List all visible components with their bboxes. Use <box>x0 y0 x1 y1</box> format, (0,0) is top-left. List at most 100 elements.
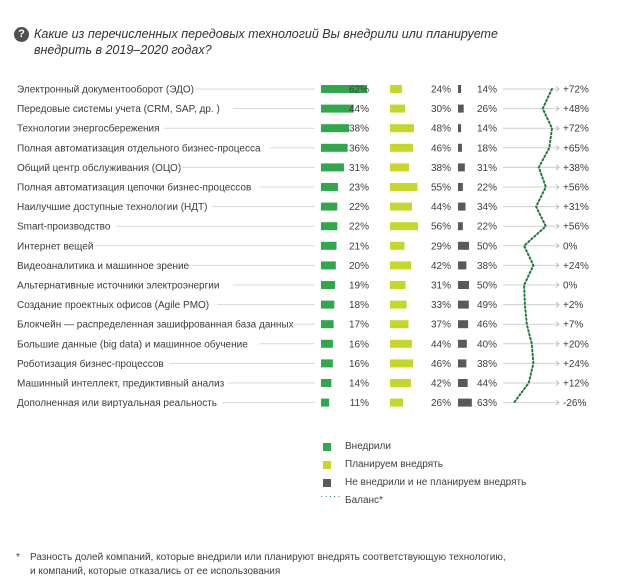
data-label: 22% <box>477 183 497 194</box>
data-label: 49% <box>477 300 497 311</box>
data-label: 50% <box>477 241 497 252</box>
balance-label: +24% <box>563 359 589 370</box>
data-label: 23% <box>349 183 369 194</box>
bar-segment <box>321 339 333 348</box>
bar-segment <box>390 163 409 172</box>
data-label: 14% <box>477 124 497 135</box>
balance-label: +65% <box>563 143 589 154</box>
bar-segment <box>321 379 332 387</box>
balance-arrow-head <box>555 282 560 288</box>
data-label: 36% <box>349 143 369 154</box>
balance-arrow-head <box>555 125 560 132</box>
data-label: 22% <box>477 222 497 233</box>
category-label: Большие данные (big data) и машинное обу… <box>17 338 248 350</box>
bar-segment <box>321 300 335 309</box>
bar-segment <box>390 320 409 329</box>
bar-segment <box>458 85 462 93</box>
data-label: 44% <box>349 104 369 115</box>
balance-arrow-head <box>555 105 560 112</box>
data-label: 42% <box>431 379 451 390</box>
category-label: Роботизация бизнес-процессов <box>17 358 164 370</box>
bar-segment <box>390 104 405 113</box>
bar-segment <box>321 124 350 133</box>
data-label: 38% <box>477 359 497 370</box>
bar-segment <box>321 359 333 368</box>
bar-segment <box>458 300 469 309</box>
balance-label: +56% <box>563 183 589 194</box>
data-label: 29% <box>431 241 451 252</box>
balance-arrow-head <box>555 360 560 367</box>
balance-arrow-head <box>555 262 560 269</box>
data-label: 38% <box>431 163 451 174</box>
legend-swatch-planned <box>323 461 331 469</box>
bar-segment <box>458 398 472 407</box>
balance-arrow-head <box>555 184 560 190</box>
data-label: 37% <box>431 320 451 331</box>
balance-label: +56% <box>563 222 589 233</box>
bar-segment <box>321 202 338 211</box>
data-label: 46% <box>477 320 497 331</box>
legend-label-planned: Планируем внедрять <box>345 459 443 470</box>
data-label: 11% <box>350 398 369 409</box>
bar-segment <box>458 339 467 348</box>
data-label: 26% <box>431 398 451 409</box>
data-label: 46% <box>431 143 451 154</box>
bar-segment <box>390 261 411 270</box>
bar-segment <box>458 261 467 270</box>
balance-label: +31% <box>563 202 589 213</box>
data-label: 44% <box>431 202 451 213</box>
data-label: 48% <box>431 124 451 135</box>
bar-segment <box>458 202 466 211</box>
data-label: 33% <box>431 300 451 311</box>
bar-segment <box>390 124 414 133</box>
data-label: 18% <box>349 300 369 311</box>
bar-segment <box>321 241 337 250</box>
balance-arrow-head <box>555 340 560 347</box>
data-label: 24% <box>431 85 451 96</box>
category-label: Видеоаналитика и машинное зрение <box>17 261 190 272</box>
category-label: Блокчейн — распределенная зашифрованная … <box>17 319 294 331</box>
bar-segment <box>321 104 354 113</box>
data-label: 18% <box>477 143 497 154</box>
balance-label: +12% <box>563 379 589 390</box>
bar-segment <box>390 379 411 387</box>
category-label: Альтернативные источники электроэнергии <box>17 281 219 292</box>
data-label: 21% <box>349 241 369 252</box>
bar-segment <box>458 281 469 289</box>
category-label: Создание проектных офисов (Agile PMO) <box>17 299 209 311</box>
balance-label: +72% <box>563 124 589 135</box>
category-label: Полная автоматизация отдельного бизнес-п… <box>17 142 261 154</box>
data-label: 22% <box>349 222 369 233</box>
category-label: Интернет вещей <box>17 241 93 252</box>
data-label: 34% <box>477 202 497 213</box>
category-label: Полная автоматизация цепочки бизнес-проц… <box>17 182 251 194</box>
data-label: 17% <box>349 320 369 331</box>
data-label: 44% <box>431 339 451 350</box>
category-label: Технологии энергосбережения <box>17 123 160 135</box>
bar-segment <box>390 85 402 93</box>
data-label: 20% <box>349 261 369 272</box>
bar-segment <box>458 104 464 113</box>
footnote-line-2: и компаний, которые отказались от ее исп… <box>30 566 281 577</box>
balance-arrow-head <box>555 301 560 308</box>
legend-label-balance: Баланс* <box>345 495 383 506</box>
data-label: 14% <box>477 85 497 96</box>
category-label: Дополненная или виртуальная реальность <box>17 398 217 409</box>
balance-label: +38% <box>563 163 589 174</box>
category-label: Электронный документооборот (ЭДО) <box>17 84 194 96</box>
bar-segment <box>458 379 468 387</box>
data-label: 50% <box>477 281 497 292</box>
balance-arrow-head <box>555 399 560 406</box>
bar-segment <box>390 241 405 250</box>
category-label: Наилучшие доступные технологии (НДТ) <box>17 202 207 213</box>
legend-swatch-implemented <box>323 443 331 451</box>
data-label: 22% <box>349 202 369 213</box>
legend-label-implemented: Внедрили <box>345 441 391 452</box>
bar-segment <box>390 281 406 289</box>
data-label: 56% <box>431 222 451 233</box>
bar-segment <box>390 143 413 152</box>
data-label: 16% <box>349 339 369 350</box>
bar-segment <box>321 281 336 289</box>
legend-label-not-planned: Не внедрили и не планируем внедрять <box>345 477 527 488</box>
